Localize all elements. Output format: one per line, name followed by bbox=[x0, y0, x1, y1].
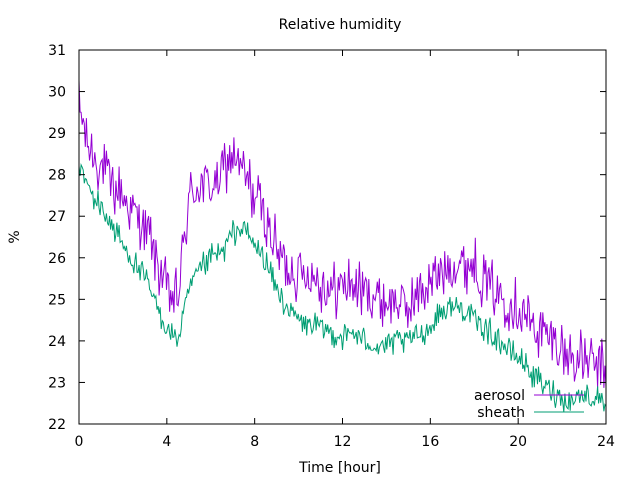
x-tick-label: 16 bbox=[421, 434, 439, 450]
x-tick-label: 8 bbox=[250, 434, 259, 450]
y-tick-label: 29 bbox=[48, 126, 66, 142]
legend-label-aerosol: aerosol bbox=[474, 388, 525, 404]
series-line-sheath bbox=[78, 163, 607, 413]
y-axis-label: % bbox=[7, 230, 23, 243]
ticks-layer: 0 4 8 12 16 20 24 22 23 24 25 26 27 28 29 30 31 bbox=[48, 43, 615, 450]
y-tick-label: 30 bbox=[48, 85, 66, 101]
x-tick-label: 20 bbox=[509, 434, 527, 450]
x-tick-label: 4 bbox=[162, 434, 171, 450]
y-tick-label: 22 bbox=[48, 417, 66, 433]
x-tick-label: 24 bbox=[597, 434, 615, 450]
y-tick-label: 25 bbox=[48, 292, 66, 308]
y-tick-label: 26 bbox=[48, 251, 66, 267]
x-axis-label: Time [hour] bbox=[298, 460, 381, 476]
plot-frame bbox=[78, 49, 607, 425]
y-tick-label: 27 bbox=[48, 209, 66, 225]
legend-label-sheath: sheath bbox=[477, 405, 525, 421]
chart-title: Relative humidity bbox=[279, 17, 402, 33]
series-line-aerosol bbox=[78, 80, 607, 389]
x-tick-label: 0 bbox=[75, 434, 84, 450]
y-tick-label: 28 bbox=[48, 168, 66, 184]
x-tick-label: 12 bbox=[334, 434, 352, 450]
y-tick-label: 31 bbox=[48, 43, 66, 59]
series-layer bbox=[78, 80, 607, 413]
y-tick-label: 24 bbox=[48, 334, 66, 350]
y-tick-label: 23 bbox=[48, 375, 66, 391]
